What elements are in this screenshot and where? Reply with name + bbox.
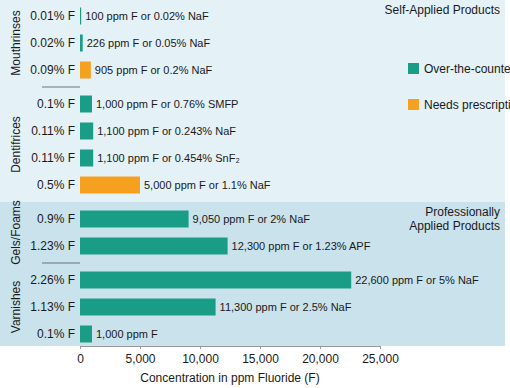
bar bbox=[80, 35, 83, 52]
tick: 25,000 bbox=[362, 346, 399, 366]
x-axis: 0 5,000 10,000 15,000 20,000 25,000 bbox=[77, 346, 399, 366]
bar bbox=[80, 150, 93, 167]
tick-label: 20,000 bbox=[302, 352, 339, 366]
category-label: 0.01% F bbox=[30, 9, 75, 23]
tick-label: 10,000 bbox=[182, 352, 219, 366]
category-label: 0.11% F bbox=[31, 151, 75, 165]
tick-mark bbox=[260, 346, 261, 349]
group-separator bbox=[42, 87, 80, 88]
category-label: 0.11% F bbox=[31, 124, 75, 138]
legend-swatch bbox=[408, 63, 419, 74]
tick-mark bbox=[320, 346, 321, 349]
bar bbox=[80, 326, 92, 343]
section-label: ProfessionallyApplied Products bbox=[409, 205, 500, 233]
legend: Over-the-counter Needs prescription bbox=[408, 62, 510, 112]
bar bbox=[80, 238, 228, 255]
tick: 5,000 bbox=[125, 346, 155, 366]
category-label: 0.9% F bbox=[37, 212, 75, 226]
data-label: 11,300 ppm F or 2.5% NaF bbox=[220, 301, 352, 313]
bar bbox=[80, 96, 92, 113]
tick-mark bbox=[140, 346, 141, 349]
section-label: Self-Applied Products bbox=[385, 3, 500, 17]
tick: 20,000 bbox=[302, 346, 339, 366]
category-label: 1.13% F bbox=[30, 300, 75, 314]
category-label: 0.09% F bbox=[30, 63, 75, 77]
tick-label: 0 bbox=[77, 352, 84, 366]
tick-mark bbox=[200, 346, 201, 349]
tick: 15,000 bbox=[242, 346, 279, 366]
category-label: 0.1% F bbox=[37, 327, 75, 341]
legend-swatch bbox=[408, 99, 419, 110]
tick: 10,000 bbox=[182, 346, 219, 366]
data-label: 1,100 ppm F or 0.454% SnF₂ bbox=[97, 152, 239, 164]
category-label: 1.23% F bbox=[30, 239, 75, 253]
data-label: 9,050 ppm F or 2% NaF bbox=[193, 213, 311, 225]
section-background bbox=[0, 202, 505, 346]
x-axis-title: Concentration in ppm Fluoride (F) bbox=[140, 371, 319, 385]
axis-line bbox=[81, 346, 381, 347]
group-label: Dentifrices bbox=[9, 116, 23, 173]
bars bbox=[80, 8, 351, 343]
category-label: 0.02% F bbox=[30, 36, 75, 50]
bar bbox=[80, 8, 81, 25]
group-label: Varnishes bbox=[9, 281, 23, 333]
bar bbox=[80, 272, 351, 289]
data-label: 12,300 ppm F or 1.23% APF bbox=[232, 240, 371, 252]
category-label: 2.26% F bbox=[30, 273, 75, 287]
category-label: 0.1% F bbox=[37, 97, 75, 111]
group-label: Gels/Foams bbox=[9, 200, 23, 265]
bar bbox=[80, 177, 140, 194]
legend-label: Needs prescription bbox=[424, 98, 510, 112]
tick-label: 5,000 bbox=[125, 352, 155, 366]
data-label: 1,000 ppm F bbox=[96, 328, 158, 340]
group-separator bbox=[42, 263, 80, 264]
tick-label: 15,000 bbox=[242, 352, 279, 366]
tick: 0 bbox=[77, 346, 84, 366]
data-label: 5,000 ppm F or 1.1% NaF bbox=[144, 179, 271, 191]
group-label: Mouthrinses bbox=[9, 10, 23, 75]
category-label: 0.5% F bbox=[37, 178, 75, 192]
data-label: 226 ppm F or 0.05% NaF bbox=[87, 37, 211, 49]
bar bbox=[80, 123, 93, 140]
bar bbox=[80, 211, 189, 228]
data-label: 1,000 ppm F or 0.76% SMFP bbox=[96, 98, 238, 110]
data-labels: 100 ppm F or 0.02% NaF 226 ppm F or 0.05%… bbox=[85, 10, 479, 340]
chart: 100 ppm F or 0.02% NaF 226 ppm F or 0.05%… bbox=[0, 0, 510, 388]
bar bbox=[80, 62, 91, 79]
data-label: 22,600 ppm F or 5% NaF bbox=[355, 274, 479, 286]
tick-label: 25,000 bbox=[362, 352, 399, 366]
tick-mark bbox=[380, 346, 381, 349]
legend-label: Over-the-counter bbox=[424, 62, 510, 76]
data-label: 100 ppm F or 0.02% NaF bbox=[85, 10, 209, 22]
tick-mark bbox=[80, 346, 81, 349]
bar bbox=[80, 299, 216, 316]
data-label: 1,100 ppm F or 0.243% NaF bbox=[97, 125, 236, 137]
data-label: 905 ppm F or 0.2% NaF bbox=[95, 64, 213, 76]
